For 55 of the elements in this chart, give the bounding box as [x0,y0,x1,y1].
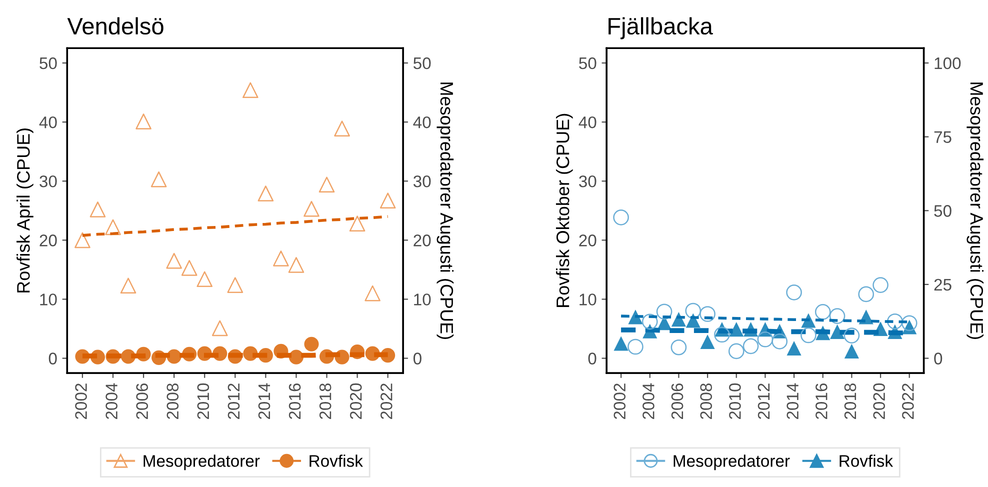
chart-title: Vendelsö [67,17,164,35]
x-tick-label: 2020 [873,383,886,419]
y2-axis-title: Mesopredatorer Augusti (CPUE) [436,82,454,339]
y2-tick-label: 20 [414,234,431,246]
x-tick-label: 2018 [319,383,332,419]
y2-tick-label: 75 [934,131,952,144]
y2-tick-label: 0 [413,352,422,364]
y-tick-label: 40 [578,116,596,128]
y2-tick-label: 10 [414,294,431,306]
y-tick-label: 0 [48,352,57,364]
y-axis-title: Rovfisk Oktober (CPUE) [556,114,573,307]
x-tick-label: 2022 [380,384,392,419]
x-tick-label: 2016 [288,383,301,419]
y2-tick-label: 25 [934,278,952,291]
legend-label: Mesopredatorer [144,454,260,470]
y2-tick-label: 50 [413,57,431,70]
y-tick-label: 0 [588,352,596,364]
x-tick-label: 2012 [228,384,240,419]
y-tick-label: 50 [40,57,57,70]
y-tick-label: 10 [40,294,57,306]
y2-tick-label: 40 [413,116,431,128]
y-tick-label: 30 [40,176,57,188]
y2-tick-label: 30 [413,176,431,188]
y-tick-label: 30 [579,176,596,188]
x-tick-label: 2014 [258,383,270,419]
x-tick-label: 2008 [700,383,712,419]
y2-tick-label: 50 [934,205,952,217]
x-tick-label: 2010 [729,383,741,419]
x-tick-label: 2010 [197,383,210,419]
y-tick-label: 20 [40,234,57,246]
y-tick-label: 20 [579,234,596,246]
y-axis-title: Rovfisk April (CPUE) [16,128,34,292]
legend-label: Mesopredatorer [674,454,790,470]
x-tick-label: 2020 [350,383,362,419]
x-tick-label: 2006 [671,383,684,419]
x-tick-label: 2008 [166,383,179,419]
y-tick-label: 50 [579,57,596,70]
legend-label: Rovfisk [310,454,363,467]
x-tick-label: 2002 [614,384,626,419]
x-tick-label: 2014 [786,383,799,419]
y2-tick-label: 0 [934,352,942,364]
legend-label: Rovfisk [840,454,894,467]
x-tick-label: 2018 [844,383,856,419]
x-tick-label: 2006 [136,383,148,419]
x-tick-label: 2012 [758,384,770,419]
chart-title: Fjällbacka [608,17,713,40]
x-tick-label: 2004 [642,383,654,419]
x-tick-label: 2002 [75,384,87,419]
y2-axis-title: Mesopredatorer Augusti (CPUE) [966,82,984,339]
x-tick-label: 2004 [106,383,118,419]
y2-tick-label: 100 [934,57,961,70]
x-tick-label: 2016 [816,383,828,419]
x-tick-label: 2022 [902,384,914,419]
y-tick-label: 10 [580,294,596,306]
y-tick-label: 40 [39,116,57,128]
